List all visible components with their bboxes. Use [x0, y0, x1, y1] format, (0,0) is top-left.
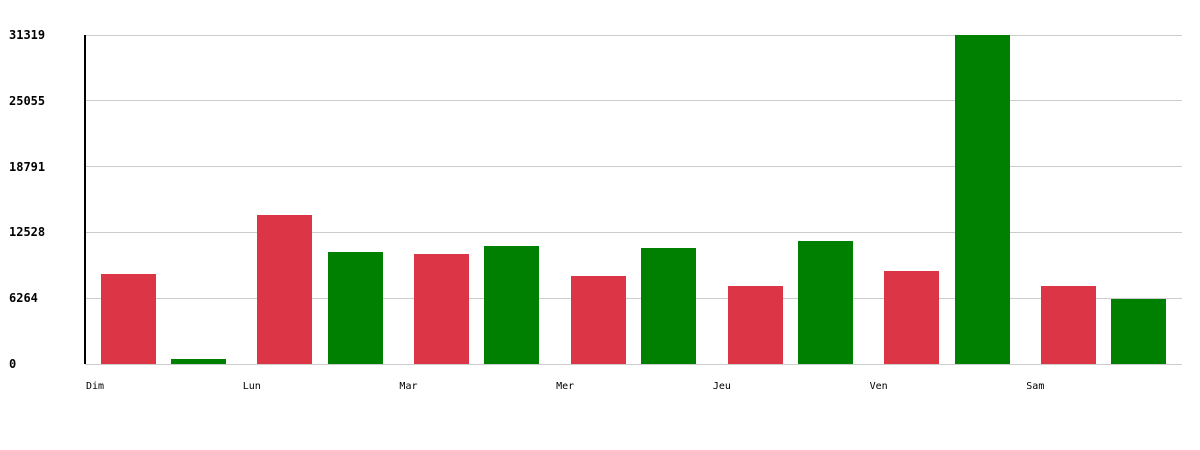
bar-sam-red — [1040, 285, 1096, 364]
gridline — [85, 363, 1182, 365]
y-tick-label-0: 0 — [9, 357, 17, 371]
bar-ven-red — [884, 270, 940, 364]
gridline — [85, 34, 1182, 36]
y-tick-label-6264: 6264 — [9, 291, 38, 306]
y-tick-label-12528: 12528 — [9, 225, 46, 240]
gridline — [85, 166, 1182, 168]
bar-dim-red — [100, 273, 156, 364]
y-tick-label-31319: 31319 — [9, 28, 46, 42]
gridline — [85, 231, 1182, 233]
gridline — [85, 297, 1182, 299]
gridline — [85, 100, 1182, 102]
x-tick-label-dim: Dim — [86, 381, 105, 392]
bar-ven-green — [954, 35, 1010, 364]
bar-sam-green — [1111, 298, 1167, 364]
bar-mar-green — [484, 246, 540, 364]
bar-jeu-red — [727, 285, 783, 364]
x-tick-label-jeu: Jeu — [712, 381, 731, 392]
x-tick-label-mar: Mar — [399, 381, 418, 392]
bar-mer-green — [641, 247, 697, 364]
x-tick-label-lun: Lun — [242, 381, 261, 392]
x-tick-label-mer: Mer — [556, 381, 575, 392]
y-tick-label-25055: 25055 — [9, 93, 46, 108]
bar-dim-green — [171, 358, 226, 364]
bar-lun-red — [257, 215, 313, 364]
bar-mer-red — [570, 275, 626, 364]
bar-jeu-green — [797, 241, 853, 364]
y-axis-line — [84, 35, 86, 364]
x-tick-label-sam: Sam — [1026, 381, 1045, 392]
plot-area — [84, 34, 1182, 365]
bar-lun-green — [327, 252, 383, 364]
bar-mar-red — [414, 254, 470, 364]
x-tick-label-ven: Ven — [869, 381, 888, 392]
y-tick-label-18791: 18791 — [9, 159, 46, 174]
